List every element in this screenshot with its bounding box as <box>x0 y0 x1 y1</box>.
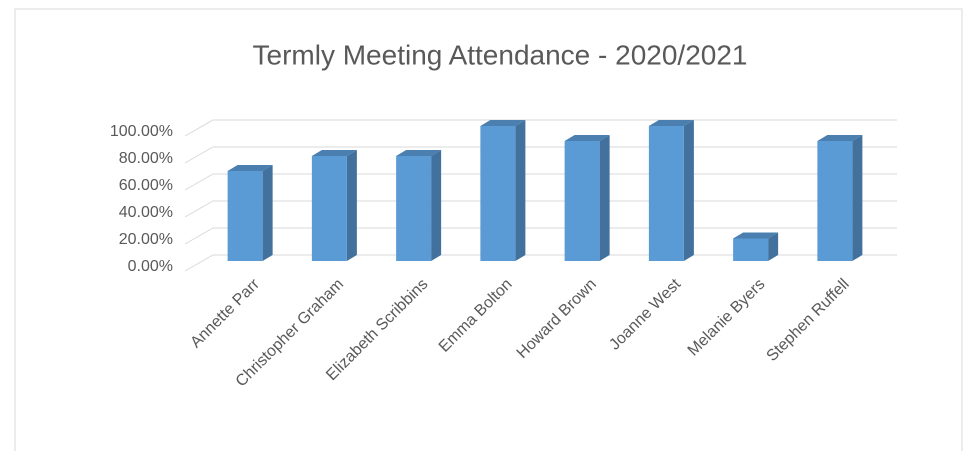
bar-front <box>396 155 432 261</box>
bar-front <box>227 170 263 261</box>
y-tick-label: 0.00% <box>128 258 173 275</box>
bar-top <box>227 164 273 171</box>
bar-front <box>648 126 684 261</box>
bar <box>311 149 357 261</box>
bar-front <box>733 238 769 261</box>
bar-front <box>564 140 600 261</box>
bar-front <box>817 140 853 261</box>
bar-side <box>852 134 863 261</box>
y-tick-label: 100.00% <box>110 123 173 140</box>
bar-side <box>346 149 357 261</box>
bar <box>648 120 694 261</box>
y-tick-label: 20.00% <box>119 231 173 248</box>
bar-top <box>648 120 694 126</box>
y-tick-label: 60.00% <box>119 177 173 194</box>
bar <box>396 149 442 261</box>
bar-top <box>733 232 779 239</box>
bar-front <box>480 126 516 261</box>
y-tick-label: 40.00% <box>119 204 173 221</box>
bar-side <box>515 120 526 261</box>
bar <box>480 120 526 261</box>
bar <box>733 232 779 261</box>
bar-top <box>311 149 357 156</box>
chart-title: Termly Meeting Attendance - 2020/2021 <box>253 39 748 70</box>
bar <box>564 134 610 261</box>
y-tick-label: 80.00% <box>119 150 173 167</box>
bar-top <box>817 134 863 141</box>
bar-top <box>396 149 442 156</box>
bar <box>227 164 273 261</box>
bar-side <box>683 120 694 261</box>
bar-side <box>599 134 610 261</box>
bar-front <box>311 155 347 261</box>
bar-side <box>262 164 273 261</box>
bar-top <box>564 134 610 141</box>
bar-top <box>480 120 526 126</box>
bar-side <box>431 149 442 261</box>
bar-side <box>768 232 779 261</box>
bar <box>817 134 863 261</box>
